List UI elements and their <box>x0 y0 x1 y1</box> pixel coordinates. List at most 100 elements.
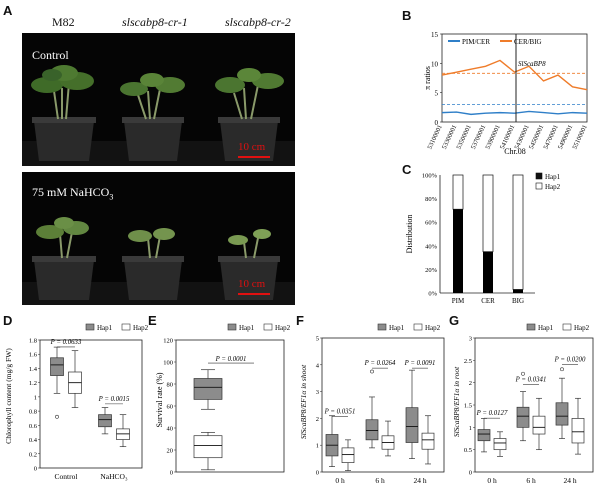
panel-e-ytick: 120 <box>163 338 173 345</box>
panel-d-ytick: 0.6 <box>29 423 38 430</box>
panel-c-legend-swatch-hap2 <box>536 183 542 189</box>
panel-b-ylabel: π ratios <box>423 66 432 90</box>
panel-e-box-hap2 <box>194 436 222 458</box>
panel-g-xtick: 24 h <box>563 476 576 485</box>
panel-f-box-hap2 <box>422 433 434 449</box>
panel-e-ytick: 40 <box>167 426 174 433</box>
panel-f-box-hap1 <box>406 408 418 443</box>
panel-b-gene-label: SlScaBP8 <box>518 60 546 68</box>
panel-d-pvalue: P = 0.0633 <box>50 339 82 346</box>
panel-d-ytick: 1.8 <box>29 338 37 345</box>
panel-d-box-hap1 <box>51 358 64 376</box>
panel-f-ytick: 0 <box>316 470 319 477</box>
panel-e-pvalue: P = 0.0001 <box>215 356 247 363</box>
panel-c-ytick: 20% <box>425 267 438 274</box>
panel-b-series-2 <box>442 60 587 89</box>
panel-b-ytick: 15 <box>431 31 439 39</box>
panel-f-legend-hap1: Hap1 <box>389 324 405 332</box>
panel-d-box-hap1 <box>99 415 112 427</box>
panel-d-chart: 0 0.2 0.4 0.6 0.8 1 1.2 1.4 1.6 1.8 Hap1 Hap2 Contro… <box>0 318 148 496</box>
panel-d-ytick: 0.4 <box>29 437 38 444</box>
panel-label-a: A <box>3 3 12 18</box>
panel-f-xtick: 0 h <box>335 476 345 485</box>
panel-g-box-hap2 <box>572 418 584 443</box>
panel-g-outlier <box>560 368 563 371</box>
panel-b-series-1 <box>442 111 587 114</box>
panel-e-ytick: 100 <box>163 360 173 367</box>
panel-c-legend-hap1: Hap1 <box>545 173 561 181</box>
panel-c-bar-hap1 <box>513 289 523 293</box>
panel-c-ytick: 80% <box>425 196 438 203</box>
panel-f-box-hap2 <box>342 448 354 463</box>
panel-f-outlier <box>370 370 373 373</box>
panel-c-ytick: 100% <box>422 173 438 180</box>
panel-f-ylabel: SlScaBP8/EF1α in shoot <box>299 364 308 439</box>
panel-f-ytick: 2 <box>316 416 319 423</box>
scale-bar-label-control: 10 cm <box>238 141 265 153</box>
panel-f-pvalue: P = 0.0091 <box>404 360 436 367</box>
panel-d-xtick: Control <box>55 472 78 481</box>
panel-d-legend-swatch-hap2 <box>122 324 130 330</box>
panel-g-box-hap1 <box>556 403 568 425</box>
panel-d-ylabel: Chlorophyll content (mg/g FW) <box>4 348 13 444</box>
panel-g-ytick: 3 <box>469 336 472 343</box>
panel-c-bar-hap2 <box>513 175 523 289</box>
panel-c-bar-hap2 <box>483 175 493 252</box>
panel-g-legend-swatch-hap1 <box>527 324 535 330</box>
panel-g-ytick: 2.5 <box>464 358 472 365</box>
genotype-label-m82: M82 <box>52 15 75 30</box>
panel-d-ytick: 1.4 <box>29 366 38 373</box>
panel-b-xlabel: Chr.08 <box>504 147 526 156</box>
scale-bar-treatment <box>238 293 270 295</box>
treatment-label: 75 mM NaHCO3 <box>32 185 113 201</box>
panel-b-ytick: 10 <box>431 60 439 68</box>
panel-g-pvalue: P = 0.0127 <box>476 410 508 417</box>
panel-g-box-hap2 <box>533 416 545 434</box>
scale-bar-control <box>238 156 270 158</box>
panel-d-ytick: 0.2 <box>29 451 37 458</box>
panel-f-ytick: 4 <box>316 362 320 369</box>
panel-d-legend-hap2: Hap2 <box>133 324 148 332</box>
genotype-label-cr2: slscabp8-cr-2 <box>225 15 291 30</box>
panel-d-ytick: 1 <box>34 394 37 401</box>
control-label: Control <box>32 48 69 63</box>
panel-g-outlier <box>521 372 524 375</box>
panel-f-pvalue: P = 0.0351 <box>324 408 356 415</box>
panel-b-ytick: 5 <box>435 90 439 98</box>
panel-g-ytick: 0 <box>469 470 472 477</box>
panel-e-ytick: 60 <box>167 404 174 411</box>
panel-c-ylabel: Distribution <box>405 215 414 254</box>
panel-g-chart: 0 0.5 1 1.5 2 2.5 3 Hap1 Hap2 0 h 6 h 24 h P = 0.012… <box>449 318 597 496</box>
panel-e-legend-hap2: Hap2 <box>275 324 291 332</box>
panel-d-ytick: 0 <box>34 466 37 473</box>
panel-e-box-hap1 <box>194 379 222 400</box>
panel-d-ytick: 1.2 <box>29 380 37 387</box>
panel-g-legend-hap2: Hap2 <box>574 324 590 332</box>
panel-d-outlier <box>55 415 58 418</box>
panel-b-axes <box>442 34 587 122</box>
panel-c-legend-swatch-hap1 <box>536 173 542 179</box>
panel-g-box-hap1 <box>478 430 490 441</box>
panel-g-box-hap1 <box>517 407 529 427</box>
panel-d-legend-swatch-hap1 <box>86 324 94 330</box>
panel-e-ytick: 0 <box>170 470 173 477</box>
panel-e-legend-swatch-hap2 <box>264 324 272 330</box>
panel-g-legend-hap1: Hap1 <box>538 324 554 332</box>
panel-b-legend-pimcer: PIM/CER <box>462 38 490 46</box>
panel-e-chart: 0 20 40 60 80 100 120 Hap1 Hap2 P = 0.0001 Surviv… <box>148 318 298 496</box>
panel-e-ytick: 20 <box>167 448 174 455</box>
panel-c-legend-hap2: Hap2 <box>545 183 561 191</box>
genotype-label-cr1: slscabp8-cr-1 <box>122 15 188 30</box>
panel-d-ytick: 1.6 <box>29 352 38 359</box>
panel-g-box-hap2 <box>494 439 506 450</box>
panel-g-xtick: 6 h <box>526 476 536 485</box>
panel-f-xtick: 24 h <box>413 476 426 485</box>
panel-g-legend-swatch-hap2 <box>563 324 571 330</box>
panel-c-ytick: 40% <box>425 243 438 250</box>
panel-f-pvalue: P = 0.0264 <box>364 360 396 367</box>
panel-g-xtick: 0 h <box>487 476 497 485</box>
panel-f-box-hap1 <box>366 420 378 440</box>
panel-f-ytick: 1 <box>316 443 319 450</box>
panel-f-legend-swatch-hap2 <box>414 324 422 330</box>
panel-e-ytick: 80 <box>167 382 174 389</box>
